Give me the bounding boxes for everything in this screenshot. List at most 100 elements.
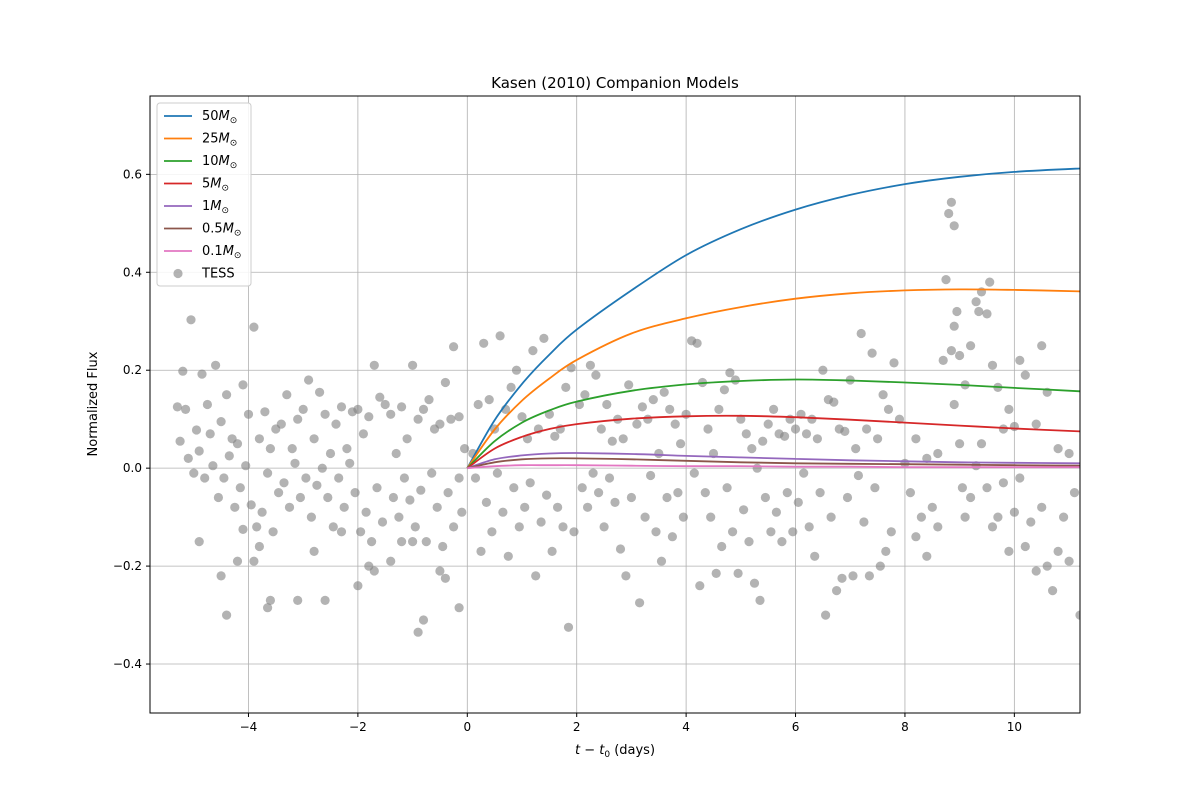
tess-data-point xyxy=(222,610,232,620)
tess-data-point xyxy=(416,485,426,495)
tess-data-point xyxy=(1020,370,1030,380)
tess-data-point xyxy=(230,502,240,512)
tess-data-point xyxy=(367,537,377,547)
tess-data-point xyxy=(837,573,847,583)
tess-data-point xyxy=(282,390,292,400)
tess-data-point xyxy=(812,434,823,444)
x-tick-label: −2 xyxy=(349,720,367,734)
tess-data-point xyxy=(982,483,992,493)
tess-data-point xyxy=(889,358,899,368)
x-tick-label: 2 xyxy=(573,720,581,734)
tess-data-point xyxy=(971,297,981,307)
tess-data-point xyxy=(952,306,962,317)
tess-data-point xyxy=(1026,517,1036,527)
tess-data-point xyxy=(949,321,959,331)
x-tick-label: −4 xyxy=(240,720,258,734)
tess-data-point xyxy=(377,517,388,527)
tess-data-point xyxy=(974,306,984,317)
tess-data-point xyxy=(331,419,341,429)
tess-data-point xyxy=(755,595,765,606)
tess-data-point xyxy=(1069,488,1080,498)
tess-data-point xyxy=(801,429,812,439)
tess-data-point xyxy=(191,425,202,435)
tess-data-point xyxy=(1031,419,1041,429)
tess-data-point xyxy=(397,402,407,412)
tess-data-point xyxy=(525,478,535,488)
tess-data-point xyxy=(615,544,626,554)
tess-data-point xyxy=(1053,546,1063,557)
tess-data-point xyxy=(353,404,363,414)
tess-data-point xyxy=(867,348,877,358)
tess-data-point xyxy=(689,468,699,478)
y-tick-label: 0.6 xyxy=(123,167,142,181)
tess-data-point xyxy=(591,370,601,380)
tess-data-point xyxy=(334,473,344,483)
tess-data-point xyxy=(241,461,251,471)
tess-data-point xyxy=(356,527,366,537)
tess-data-point xyxy=(818,365,828,375)
tess-data-point xyxy=(700,488,710,498)
tess-data-point xyxy=(279,478,289,488)
tess-data-point xyxy=(807,414,817,424)
legend-label-1: 25M⊙ xyxy=(202,132,237,149)
tess-data-point xyxy=(194,537,204,547)
tess-data-point xyxy=(328,522,338,532)
tess-data-point xyxy=(561,382,571,392)
tess-data-point xyxy=(211,360,221,370)
plot-area xyxy=(172,167,1080,637)
tess-data-point xyxy=(662,492,672,503)
tess-data-point xyxy=(577,483,587,493)
tess-data-point xyxy=(706,512,716,522)
tess-data-point xyxy=(659,387,669,397)
tess-data-point xyxy=(405,495,415,505)
tess-data-point xyxy=(246,500,256,510)
tess-data-point xyxy=(777,537,787,547)
tess-data-point xyxy=(870,483,880,493)
tess-data-point xyxy=(599,522,609,532)
tess-data-point xyxy=(966,341,976,351)
tess-data-point xyxy=(435,566,445,576)
tess-data-point xyxy=(558,522,568,532)
tess-data-point xyxy=(744,537,754,547)
tess-data-point xyxy=(640,512,650,522)
tess-data-point xyxy=(667,532,678,542)
tess-data-point xyxy=(1009,507,1020,517)
tess-data-point xyxy=(517,412,527,422)
tess-data-point xyxy=(749,578,760,588)
tess-data-point xyxy=(848,571,858,581)
tess-data-point xyxy=(358,429,368,439)
tess-data-point xyxy=(265,595,275,606)
tess-data-point xyxy=(386,409,396,419)
tess-data-point xyxy=(711,568,721,579)
tess-data-point xyxy=(886,527,896,537)
tess-data-point xyxy=(793,497,803,507)
tess-data-point xyxy=(424,395,434,405)
tess-data-point xyxy=(949,399,959,410)
tess-data-point xyxy=(966,492,976,503)
tess-data-point xyxy=(856,328,866,339)
series-line-1 xyxy=(466,288,1080,469)
tess-data-point xyxy=(594,488,604,498)
tess-data-point xyxy=(563,622,574,632)
tess-data-point xyxy=(492,468,502,478)
tess-data-point xyxy=(1015,473,1025,483)
x-axis-label-main: t − t xyxy=(575,743,605,758)
tess-data-point xyxy=(460,444,470,454)
tess-data-point xyxy=(785,414,795,424)
tess-data-point xyxy=(222,390,232,400)
tess-data-point xyxy=(955,350,965,361)
tess-data-point xyxy=(312,480,322,490)
tess-data-point xyxy=(646,470,656,481)
tess-data-point xyxy=(263,603,273,613)
tess-data-point xyxy=(454,412,464,422)
tess-data-point xyxy=(380,399,390,410)
tess-data-point xyxy=(927,502,937,512)
tess-data-point xyxy=(626,492,637,503)
tess-data-point xyxy=(873,434,883,444)
tess-data-point xyxy=(851,444,861,454)
tess-data-point xyxy=(364,412,374,422)
tess-data-point xyxy=(916,512,927,522)
tess-data-point xyxy=(440,573,450,583)
tess-data-point xyxy=(987,360,998,370)
tess-data-point xyxy=(186,315,196,325)
